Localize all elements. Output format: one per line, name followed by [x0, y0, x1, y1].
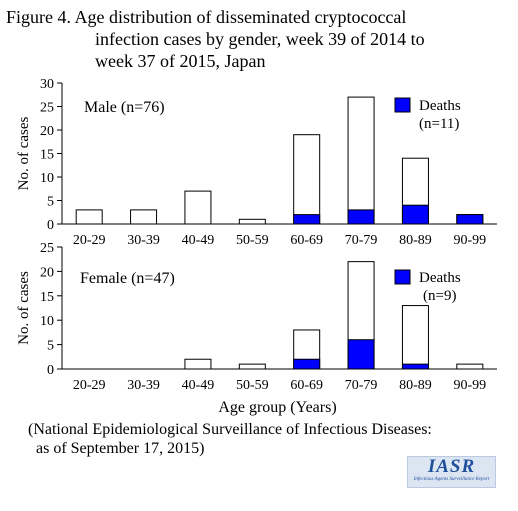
source-note: (National Epidemiological Surveillance o… — [28, 420, 432, 458]
y-tick-label: 25 — [40, 241, 54, 256]
x-tick-label: 40-49 — [182, 378, 215, 393]
x-tick-label: 20-29 — [73, 233, 106, 248]
title-line-2: infection cases by gender, week 39 of 20… — [95, 29, 425, 49]
legend-deaths-count: (n=9) — [423, 288, 456, 304]
y-tick-label: 5 — [47, 339, 54, 354]
x-axis-label: Age group (Years) — [218, 399, 336, 416]
x-tick-label: 50-59 — [236, 378, 269, 393]
bar-total-60-69 — [293, 134, 321, 225]
bar-total-90-99 — [456, 363, 484, 370]
x-tick-label: 70-79 — [345, 378, 378, 393]
panel-label: Female (n=47) — [80, 270, 175, 287]
bar-deaths-70-79 — [347, 339, 375, 370]
legend-deaths-label: Deaths — [419, 270, 461, 286]
x-tick-label: 30-39 — [127, 233, 160, 248]
bar-total-70-79 — [347, 96, 375, 225]
y-axis-label: No. of cases — [16, 116, 32, 190]
figure-title: Figure 4. Age distribution of disseminat… — [6, 6, 512, 72]
y-tick-label: 10 — [40, 314, 54, 329]
x-tick-label: 60-69 — [290, 378, 323, 393]
bar-total-40-49 — [184, 190, 212, 225]
x-tick-label: 40-49 — [182, 233, 215, 248]
y-tick-label: 30 — [40, 77, 54, 92]
bar-deaths-90-99 — [456, 214, 484, 225]
y-tick-label: 20 — [40, 124, 54, 139]
y-tick-label: 15 — [40, 290, 54, 305]
legend-deaths-label: Deaths — [419, 98, 461, 114]
y-tick-label: 25 — [40, 101, 54, 116]
iasr-logo: IASR Infectious Agents Surveillance Repo… — [407, 456, 496, 488]
x-tick-label: 60-69 — [290, 233, 323, 248]
iasr-logo-text: IASR — [427, 456, 476, 477]
source-line-1: (National Epidemiological Surveillance o… — [28, 421, 432, 438]
bar-deaths-60-69 — [293, 214, 321, 225]
y-tick-label: 15 — [40, 148, 54, 163]
x-tick-label: 90-99 — [453, 233, 486, 248]
bar-total-40-49 — [184, 358, 212, 370]
legend-deaths-swatch — [394, 269, 411, 285]
bar-deaths-80-89 — [401, 363, 429, 370]
y-tick-label: 5 — [47, 195, 54, 210]
y-tick-label: 0 — [47, 363, 54, 378]
x-tick-label: 80-89 — [399, 233, 432, 248]
iasr-logo-subtext: Infectious Agents Surveillance Report — [413, 477, 490, 482]
x-tick-label: 70-79 — [345, 233, 378, 248]
x-tick-label: 30-39 — [127, 378, 160, 393]
y-tick-label: 0 — [47, 218, 54, 233]
x-tick-label: 20-29 — [73, 378, 106, 393]
bar-deaths-70-79 — [347, 209, 375, 225]
bar-total-80-89 — [401, 305, 429, 370]
x-tick-label: 50-59 — [236, 233, 269, 248]
panel-label: Male (n=76) — [84, 99, 165, 116]
bar-deaths-60-69 — [293, 358, 321, 370]
x-tick-label: 90-99 — [453, 378, 486, 393]
y-tick-label: 10 — [40, 171, 54, 186]
source-line-2: as of September 17, 2015) — [36, 440, 205, 457]
title-line-1: Figure 4. Age distribution of disseminat… — [6, 7, 407, 27]
x-tick-label: 80-89 — [399, 378, 432, 393]
y-tick-label: 20 — [40, 265, 54, 280]
bar-total-50-59 — [238, 363, 266, 370]
legend-deaths-swatch — [394, 97, 411, 113]
bar-deaths-80-89 — [401, 204, 429, 225]
legend-deaths-count: (n=11) — [419, 116, 459, 132]
bar-total-50-59 — [238, 218, 266, 225]
title-line-3: week 37 of 2015, Japan — [95, 51, 266, 71]
bar-total-20-29 — [75, 209, 103, 225]
y-axis-label: No. of cases — [16, 271, 32, 345]
bar-total-30-39 — [130, 209, 158, 225]
